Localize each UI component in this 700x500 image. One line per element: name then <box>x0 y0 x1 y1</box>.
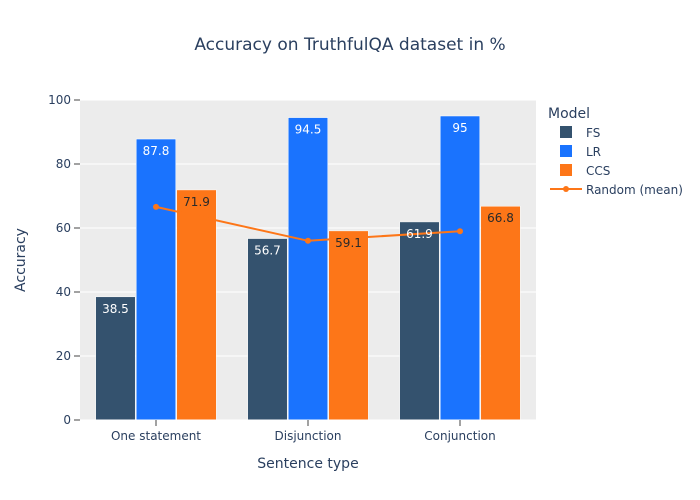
legend-swatch-fs <box>560 126 572 138</box>
random-mean-line <box>153 203 463 244</box>
y-tick-label: 0 <box>63 413 71 427</box>
bar-fs-0 <box>95 296 136 421</box>
legend: Model FS LR CCS Random (mean) <box>548 106 683 197</box>
x-tick-label: One statement <box>111 429 201 443</box>
data-label-lr-0: 87.8 <box>143 144 170 158</box>
y-tick-label: 60 <box>56 221 71 235</box>
legend-title: Model <box>548 106 590 122</box>
bar-ccs-0 <box>176 189 217 421</box>
data-label-ccs-2: 66.8 <box>487 211 514 225</box>
data-label-lr-2: 95 <box>452 121 467 135</box>
random-mean-point-2 <box>457 228 463 235</box>
random-mean-point-0 <box>153 203 159 210</box>
y-tick-label: 40 <box>56 285 71 299</box>
bar-ccs-2 <box>480 205 521 421</box>
bar-lr-0 <box>135 138 177 421</box>
data-label-fs-2: 61.9 <box>406 227 433 241</box>
data-labels: 38.5 56.7 61.9 87.8 94.5 95 71.9 59.1 66.8 <box>102 121 514 316</box>
legend-label-random-mean: Random (mean) <box>586 183 683 197</box>
legend-swatch-ccs <box>560 164 572 176</box>
y-axis-title: Accuracy <box>13 228 29 292</box>
legend-swatch-lr <box>560 145 572 157</box>
legend-marker-random-mean <box>563 186 569 192</box>
bar-lr-1 <box>287 117 329 421</box>
bars <box>95 115 521 421</box>
data-label-fs-0: 38.5 <box>102 302 129 316</box>
data-label-ccs-0: 71.9 <box>183 195 210 209</box>
x-axis: One statement Disjunction Conjunction <box>80 419 536 443</box>
data-label-lr-1: 94.5 <box>295 123 322 137</box>
random-mean-point-1 <box>305 237 311 244</box>
data-label-fs-1: 56.7 <box>254 244 281 258</box>
x-tick-label: Disjunction <box>275 429 342 443</box>
bar-fs-1 <box>247 238 288 421</box>
legend-label-lr: LR <box>586 145 601 159</box>
bar-ccs-1 <box>328 230 369 421</box>
legend-label-fs: FS <box>586 126 600 140</box>
y-tick-label: 100 <box>48 93 71 107</box>
data-label-ccs-1: 59.1 <box>335 236 362 250</box>
y-tick-label: 20 <box>56 349 71 363</box>
y-axis: 0 20 40 60 80 100 <box>48 93 80 427</box>
bar-fs-2 <box>399 221 440 421</box>
chart-title: Accuracy on TruthfulQA dataset in % <box>194 35 505 55</box>
x-tick-label: Conjunction <box>424 429 495 443</box>
y-tick-label: 80 <box>56 157 71 171</box>
legend-label-ccs: CCS <box>586 164 610 178</box>
x-axis-title: Sentence type <box>257 456 358 472</box>
bar-lr-2 <box>439 115 481 421</box>
